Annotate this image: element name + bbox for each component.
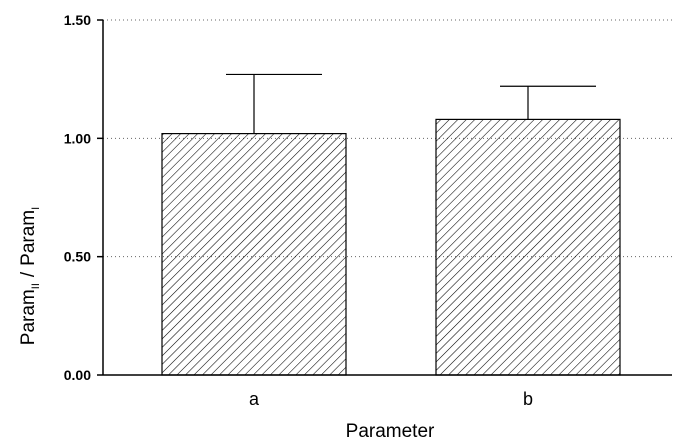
bars <box>161 118 621 376</box>
y-axis-label: ParamII/ParamI <box>18 207 42 345</box>
bar-b <box>435 118 621 376</box>
y-tick-labels: 0.00 0.50 1.00 1.50 <box>64 12 103 383</box>
y-axis-label-main1: Param <box>18 289 39 345</box>
x-axis-label: Parameter <box>346 421 435 441</box>
y-tick-label-3: 1.50 <box>64 12 91 28</box>
bar-a <box>161 133 347 376</box>
y-tick-label-2: 1.00 <box>64 130 91 146</box>
y-axis-label-sub2: I <box>30 207 42 210</box>
x-tick-label-a: a <box>249 389 260 409</box>
y-axis-label-sub1: II <box>30 283 42 289</box>
gridlines <box>103 19 672 258</box>
y-tick-label-0: 0.00 <box>64 367 91 383</box>
y-axis-label-main2: Param <box>18 210 39 266</box>
x-tick-label-b: b <box>523 389 533 409</box>
y-tick-label-1: 0.50 <box>64 249 91 265</box>
y-axis-label-sep: / <box>18 271 39 277</box>
error-bars <box>226 73 596 134</box>
